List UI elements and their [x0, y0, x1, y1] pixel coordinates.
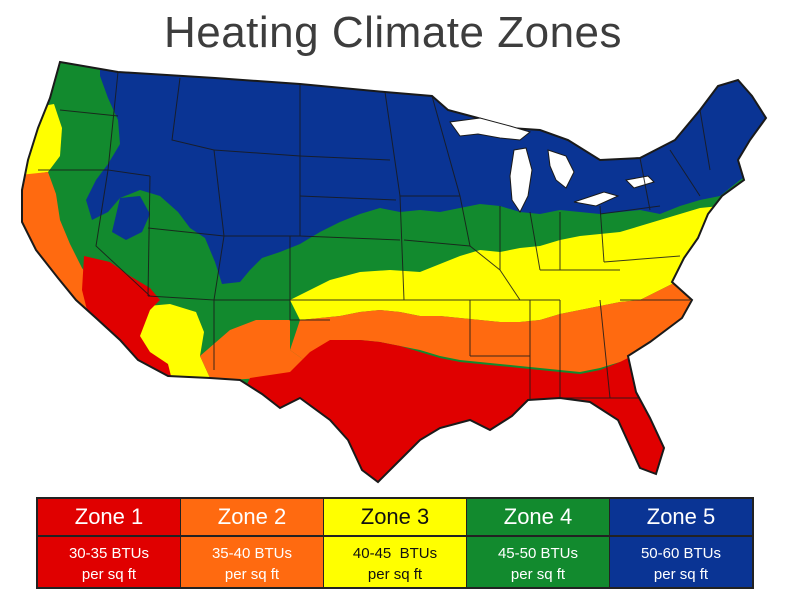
legend-zone-5: Zone 5 50-60 BTUs per sq ft: [610, 499, 752, 587]
state-borders: [38, 71, 711, 400]
legend-zone-range: 30-35 BTUs per sq ft: [38, 537, 180, 587]
zone2-region-west: [22, 172, 100, 312]
legend-zone-unit: per sq ft: [653, 566, 709, 583]
lake-huron: [547, 149, 575, 189]
map-title: Heating Climate Zones: [163, 8, 623, 57]
legend-zone-3: Zone 3 40-45 BTUs per sq ft: [324, 499, 467, 587]
lake-michigan: [509, 147, 533, 213]
legend-zone-unit: per sq ft: [81, 566, 137, 583]
legend-zone-btu: 45-50 BTUs: [497, 545, 579, 562]
legend-zone-name: Zone 1: [38, 499, 180, 537]
zone1-region-west: [82, 256, 172, 380]
legend-zone-4: Zone 4 45-50 BTUs per sq ft: [467, 499, 610, 587]
legend-zone-btu: 30-35 BTUs: [68, 545, 150, 562]
legend-zone-range: 50-60 BTUs per sq ft: [610, 537, 752, 587]
legend-zone-name: Zone 4: [467, 499, 609, 537]
great-lakes: [449, 117, 655, 213]
legend-zone-range: 45-50 BTUs per sq ft: [467, 537, 609, 587]
legend-zone-1: Zone 1 30-35 BTUs per sq ft: [38, 499, 181, 587]
us-outline: [21, 60, 768, 484]
legend-zone-name: Zone 5: [610, 499, 752, 537]
legend-zone-range: 35-40 BTUs per sq ft: [181, 537, 323, 587]
legend-zone-unit: per sq ft: [224, 566, 280, 583]
zone5-region-west: [112, 196, 150, 240]
legend-zone-btu: 50-60 BTUs: [640, 545, 722, 562]
legend-zone-unit: per sq ft: [367, 566, 423, 583]
legend-zone-unit: per sq ft: [510, 566, 566, 583]
legend-zone-btu: 40-45 BTUs: [352, 545, 438, 562]
zone2-region: [290, 268, 720, 372]
zone-legend: Zone 1 30-35 BTUs per sq ft Zone 2 35-40 BTU…: [36, 497, 754, 589]
legend-zone-name: Zone 3: [324, 499, 466, 537]
lake-ontario: [624, 175, 655, 189]
zone2-region-southwest: [200, 320, 304, 380]
legend-zone-2: Zone 2 35-40 BTUs per sq ft: [181, 499, 324, 587]
lake-erie: [573, 191, 620, 207]
legend-zone-range: 40-45 BTUs per sq ft: [324, 537, 466, 587]
legend-zone-btu: 35-40 BTUs: [211, 545, 293, 562]
zone-regions: [22, 62, 766, 482]
lake-superior: [449, 117, 532, 141]
legend-zone-name: Zone 2: [181, 499, 323, 537]
